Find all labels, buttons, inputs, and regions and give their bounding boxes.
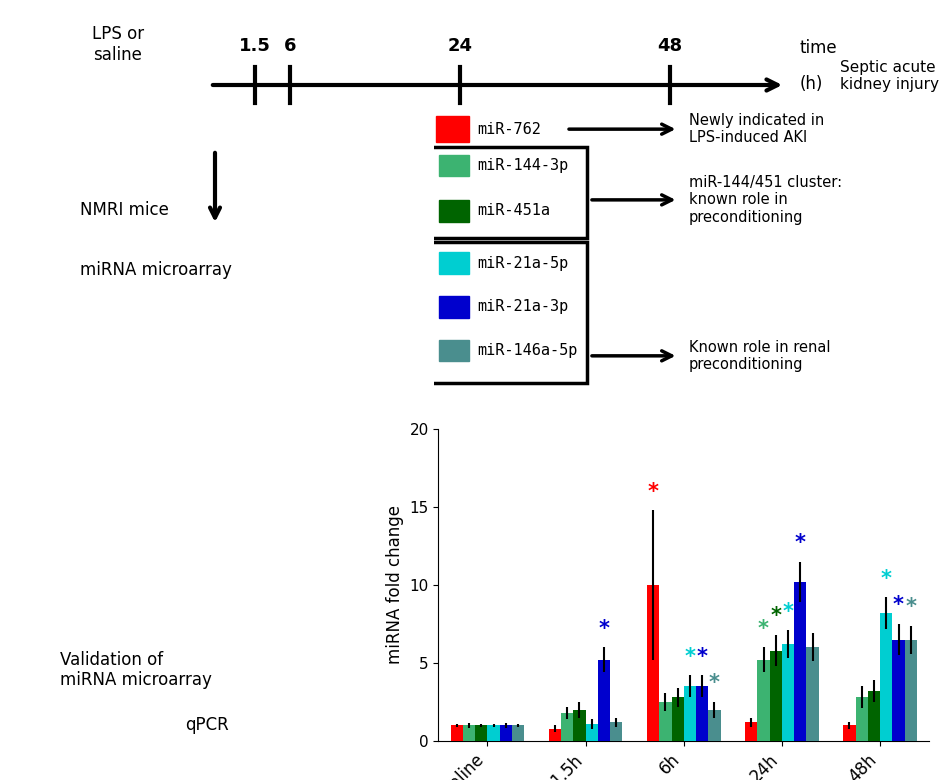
Bar <box>438 200 468 222</box>
Text: *: * <box>598 619 609 639</box>
FancyBboxPatch shape <box>430 242 586 383</box>
Bar <box>757 660 769 741</box>
Bar <box>683 686 695 741</box>
Bar <box>499 725 511 741</box>
Bar <box>450 725 463 741</box>
Bar <box>744 722 757 741</box>
Bar <box>695 686 707 741</box>
Bar <box>646 585 659 741</box>
Bar <box>707 710 720 741</box>
Bar <box>463 725 475 741</box>
Bar <box>609 722 622 741</box>
Text: *: * <box>769 606 781 626</box>
Text: miR-144-3p: miR-144-3p <box>476 158 567 173</box>
Bar <box>561 713 573 741</box>
Text: Newly indicated in
LPS-induced AKI: Newly indicated in LPS-induced AKI <box>687 113 823 145</box>
Text: Septic acute
kidney injury: Septic acute kidney injury <box>839 60 938 92</box>
Text: 24: 24 <box>447 37 472 55</box>
Text: *: * <box>892 595 903 615</box>
Text: *: * <box>647 481 658 502</box>
Bar <box>585 724 597 741</box>
Text: 6: 6 <box>284 37 296 55</box>
Text: 48: 48 <box>657 37 682 55</box>
Bar <box>438 253 468 275</box>
Bar <box>486 725 499 741</box>
Bar <box>475 725 486 741</box>
Text: time: time <box>799 39 837 57</box>
Text: miR-762: miR-762 <box>476 122 541 136</box>
Text: NMRI mice: NMRI mice <box>80 201 169 219</box>
Bar <box>573 710 585 741</box>
Y-axis label: miRNA fold change: miRNA fold change <box>386 505 404 665</box>
Text: *: * <box>708 673 719 693</box>
Text: LPS or
saline: LPS or saline <box>91 25 144 64</box>
Bar <box>891 640 903 741</box>
Bar <box>781 644 793 741</box>
Text: *: * <box>904 597 915 617</box>
Bar <box>436 116 468 142</box>
Bar <box>659 702 671 741</box>
Text: miR-451a: miR-451a <box>476 204 549 218</box>
Text: (h): (h) <box>799 75 823 93</box>
Text: *: * <box>794 533 805 553</box>
FancyBboxPatch shape <box>430 147 586 238</box>
Text: Validation of
miRNA microarray: Validation of miRNA microarray <box>60 651 211 690</box>
Text: *: * <box>757 619 768 639</box>
Bar <box>438 296 468 317</box>
Bar <box>548 729 561 741</box>
Text: *: * <box>696 647 707 667</box>
Text: miR-21a-5p: miR-21a-5p <box>476 256 567 271</box>
Bar <box>793 582 805 741</box>
Text: miR-21a-3p: miR-21a-3p <box>476 300 567 314</box>
Bar <box>511 725 524 741</box>
Bar <box>671 697 683 741</box>
Bar <box>438 154 468 176</box>
Bar <box>805 647 818 741</box>
Text: Known role in renal
preconditioning: Known role in renal preconditioning <box>687 339 829 372</box>
Bar <box>855 697 867 741</box>
Text: *: * <box>684 647 695 667</box>
Text: miR-144/451 cluster:
known role in
preconditioning: miR-144/451 cluster: known role in preco… <box>687 175 841 225</box>
Text: *: * <box>782 601 793 622</box>
Bar <box>879 613 891 741</box>
Text: *: * <box>880 569 891 589</box>
Text: qPCR: qPCR <box>185 716 228 734</box>
Bar <box>769 651 781 741</box>
Text: 1.5: 1.5 <box>239 37 270 55</box>
Text: miRNA microarray: miRNA microarray <box>80 261 231 279</box>
Text: miR-146a-5p: miR-146a-5p <box>476 343 577 358</box>
Bar <box>438 339 468 361</box>
Bar <box>843 725 855 741</box>
Bar <box>903 640 916 741</box>
Bar <box>597 660 609 741</box>
Bar <box>867 691 879 741</box>
